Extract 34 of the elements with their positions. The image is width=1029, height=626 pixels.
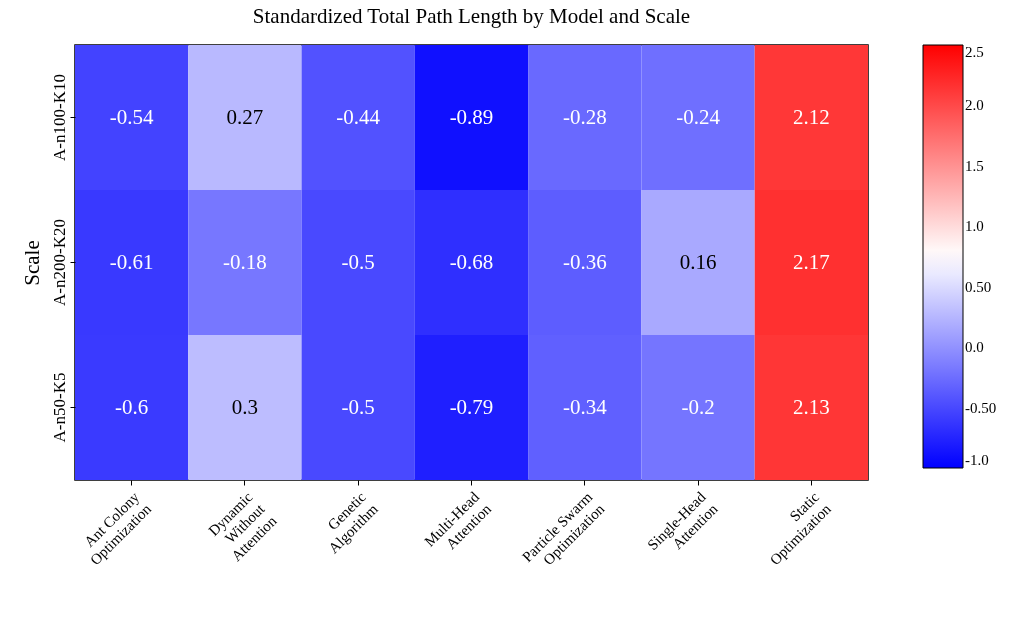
y-tick-label: A-n50-K5 bbox=[49, 372, 69, 443]
data-label: -0.24 bbox=[676, 104, 721, 129]
data-label: -0.18 bbox=[223, 249, 267, 274]
color-bar-label: 1.5 bbox=[965, 157, 984, 174]
data-label: 0.27 bbox=[226, 104, 264, 129]
data-label: 2.13 bbox=[792, 394, 830, 419]
data-label: -0.44 bbox=[336, 104, 381, 129]
y-tick-label: A-n100-K10 bbox=[49, 74, 69, 161]
color-bar-label: 2.0 bbox=[965, 97, 984, 114]
data-label: -0.34 bbox=[562, 394, 608, 419]
data-label: -0.5 bbox=[341, 394, 375, 419]
data-label: -0.61 bbox=[109, 249, 154, 274]
color-bar-label: 0.0 bbox=[965, 339, 984, 356]
data-label: 0.3 bbox=[231, 394, 259, 419]
data-label: -0.68 bbox=[449, 249, 494, 274]
data-label: 0.16 bbox=[679, 249, 717, 274]
data-label: -0.79 bbox=[449, 394, 494, 419]
chart-title: Standardized Total Path Length by Model and Scale bbox=[252, 4, 691, 28]
color-bar-label: -0.50 bbox=[965, 399, 997, 416]
data-label: -0.36 bbox=[562, 249, 607, 274]
data-label: 2.12 bbox=[792, 104, 830, 129]
color-bar-label: -1.0 bbox=[965, 452, 989, 468]
data-label: 2.17 bbox=[792, 249, 830, 274]
y-tick-label: A-n200-K20 bbox=[49, 219, 69, 306]
data-label: -0.89 bbox=[449, 104, 494, 129]
data-label: -0.2 bbox=[681, 394, 715, 419]
data-label: -0.54 bbox=[109, 104, 155, 129]
color-bar-label: 2.5 bbox=[965, 44, 984, 60]
color-bar-label: 0.50 bbox=[965, 278, 992, 295]
color-bar-label: 1.0 bbox=[965, 218, 984, 235]
y-axis-title: Scale bbox=[19, 240, 44, 286]
data-label: -0.6 bbox=[115, 394, 149, 419]
data-label: -0.28 bbox=[562, 104, 607, 129]
data-label: -0.5 bbox=[341, 249, 375, 274]
